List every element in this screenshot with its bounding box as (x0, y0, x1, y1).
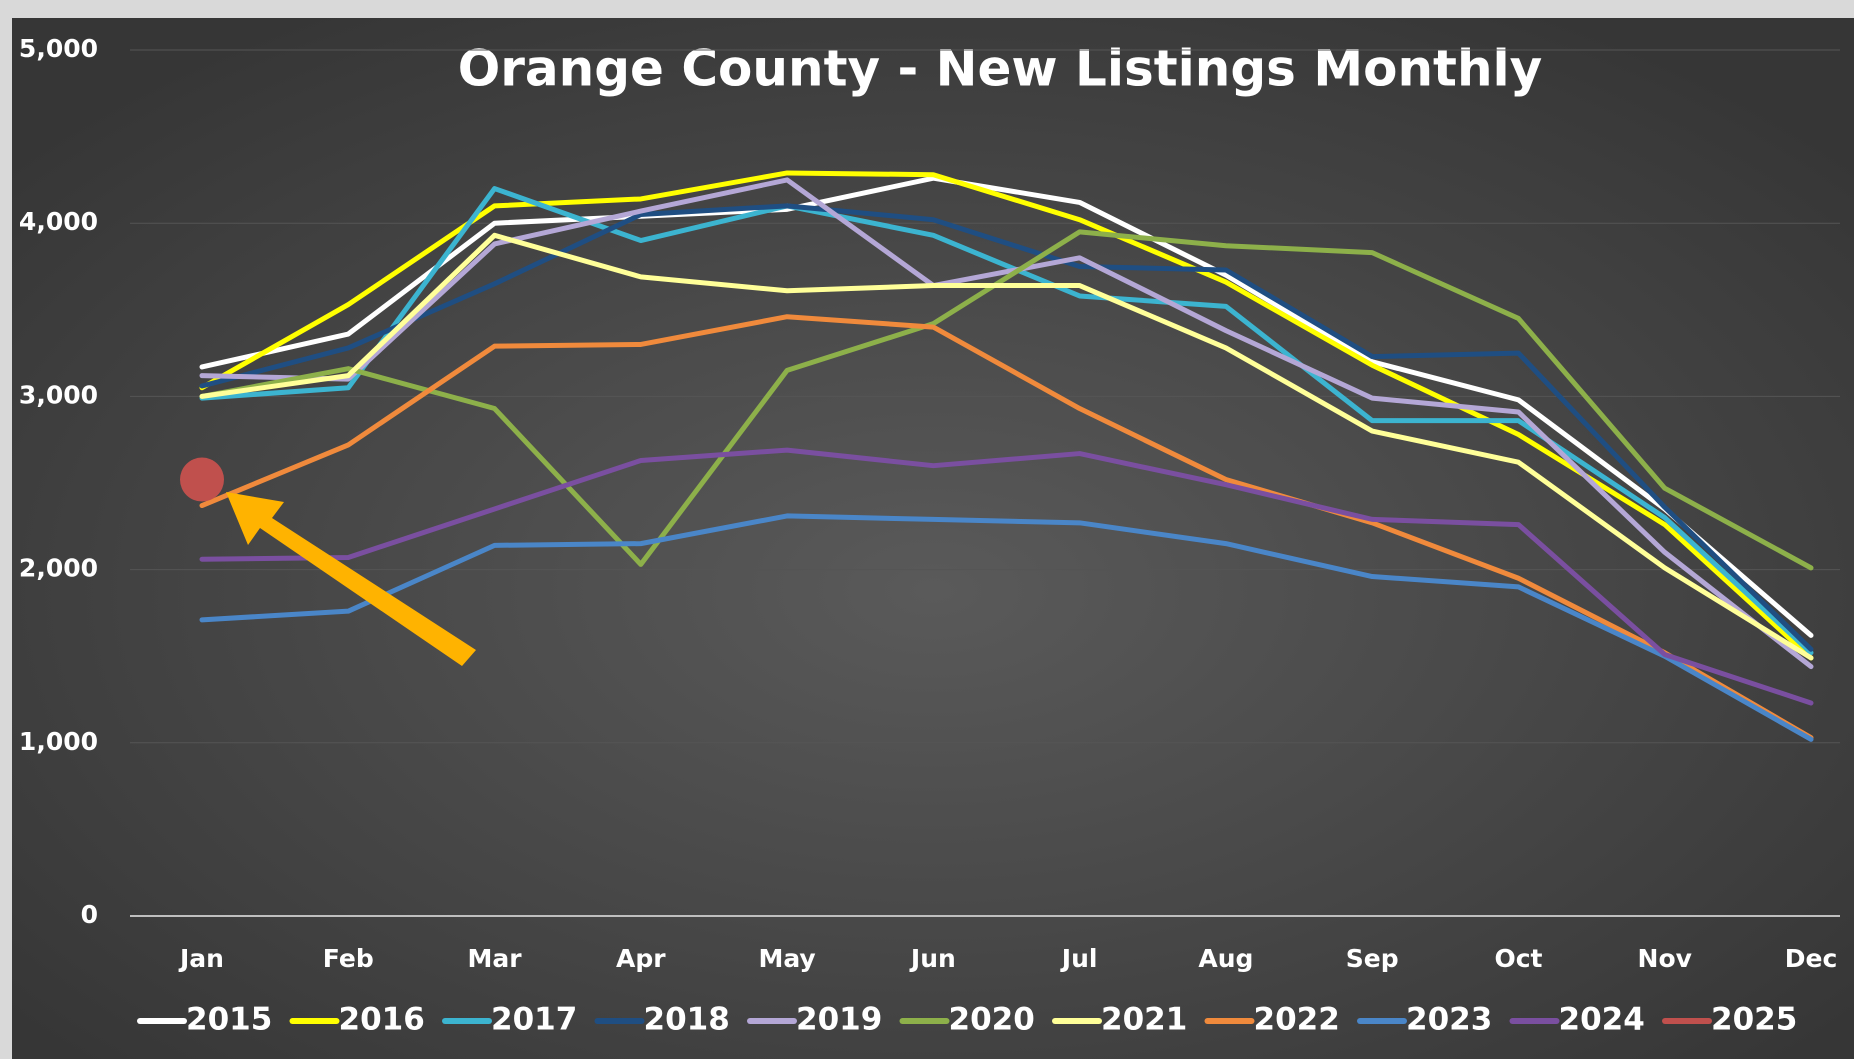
series-line (199, 175, 1814, 638)
y-tick-label: 1,000 (19, 727, 98, 756)
series-line (199, 447, 1814, 706)
annotation-arrow (226, 492, 476, 666)
x-tick-label: Sep (1346, 944, 1399, 973)
x-tick-label: Feb (323, 944, 374, 973)
chart-background (12, 18, 1854, 1059)
legend-label: 2015 (186, 1002, 272, 1038)
series-line (199, 314, 1814, 741)
x-tick-label: Nov (1638, 944, 1692, 973)
y-tick-label: 3,000 (19, 380, 98, 409)
x-tick-label: Mar (468, 944, 523, 973)
x-tick-label: Jul (1060, 944, 1098, 973)
legend-label: 2018 (644, 1002, 730, 1038)
legend-label: 2021 (1101, 1002, 1187, 1038)
y-tick-label: 2,000 (19, 554, 98, 583)
series-line (199, 203, 1814, 652)
legend-label: 2017 (491, 1002, 577, 1038)
x-tick-label: Apr (616, 944, 666, 973)
x-tick-label: Jun (909, 944, 956, 973)
plot-area: 0 1,000 2,000 3,000 4,000 5,000 Jan Feb Mar Apr Ma… (19, 34, 1840, 1038)
x-tick-label: Jan (178, 944, 224, 973)
x-tick-label: Aug (1198, 944, 1253, 973)
y-tick-label: 4,000 (19, 207, 98, 236)
chart-title: Orange County - New Listings Monthly (458, 40, 1543, 98)
data-point (180, 457, 224, 502)
x-tick-label: Dec (1785, 944, 1838, 973)
legend-label: 2024 (1559, 1002, 1645, 1038)
legend-label: 2016 (339, 1002, 425, 1038)
x-tick-label: Oct (1494, 944, 1542, 973)
legend-label: 2023 (1406, 1002, 1492, 1038)
legend-label: 2019 (796, 1002, 882, 1038)
series-line (199, 513, 1814, 742)
x-tick-label: May (758, 944, 815, 973)
legend-label: 2020 (949, 1002, 1035, 1038)
series-line (199, 177, 1814, 670)
y-tick-label: 5,000 (19, 34, 98, 63)
y-tick-label: 0 (81, 900, 98, 929)
series-line (199, 229, 1814, 571)
legend-label: 2025 (1711, 1002, 1797, 1038)
series-line (199, 232, 1814, 661)
legend-label: 2022 (1254, 1002, 1340, 1038)
